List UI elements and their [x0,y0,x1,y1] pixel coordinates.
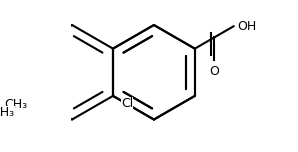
Text: CH₃: CH₃ [4,98,28,111]
Text: OH: OH [237,20,257,33]
Text: CH₃: CH₃ [0,105,15,119]
Text: O: O [209,65,219,78]
Text: Cl: Cl [121,97,133,111]
